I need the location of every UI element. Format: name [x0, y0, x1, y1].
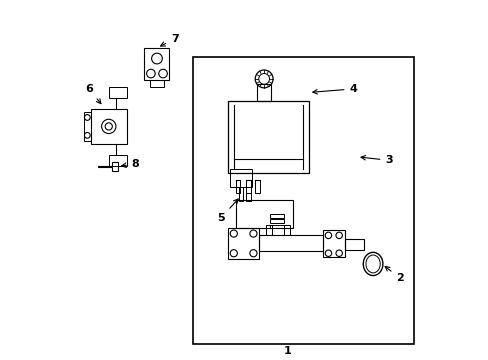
- Text: 4: 4: [312, 84, 357, 94]
- Text: 3: 3: [360, 156, 392, 165]
- Text: 1: 1: [283, 346, 291, 356]
- Text: 7: 7: [160, 34, 178, 46]
- Text: 6: 6: [85, 84, 101, 104]
- Text: 5: 5: [217, 199, 238, 222]
- Text: 2: 2: [385, 266, 403, 283]
- Text: 8: 8: [122, 159, 139, 169]
